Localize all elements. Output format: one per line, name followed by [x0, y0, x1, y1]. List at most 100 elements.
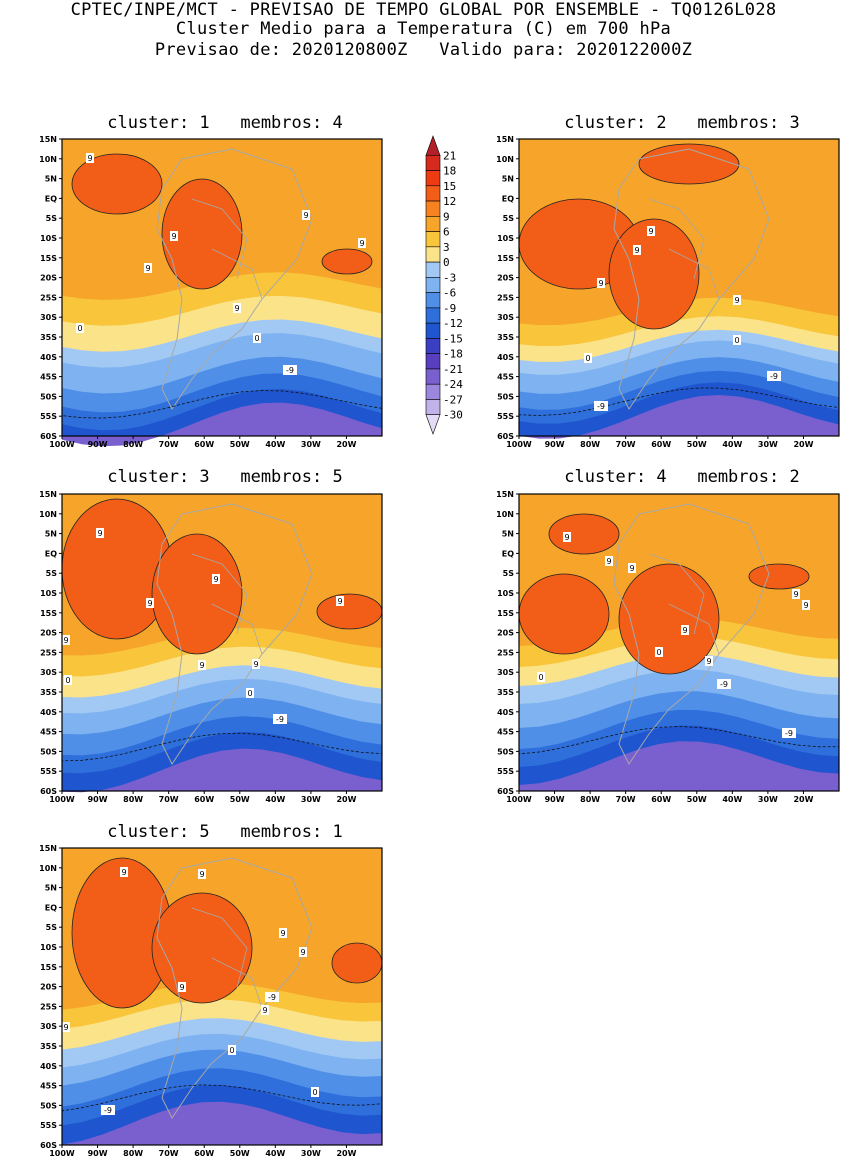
- contour-label: -9: [785, 729, 793, 738]
- contour-label: 9: [63, 1023, 68, 1032]
- lat-tick-label: 55S: [497, 412, 514, 421]
- lat-tick-label: 5N: [45, 884, 57, 893]
- lon-tick-label: 80W: [580, 440, 600, 449]
- contour-label-box: [279, 928, 287, 938]
- contour-label-box: [265, 992, 279, 1002]
- lat-tick-label: 15S: [497, 254, 514, 263]
- lat-tick-label: 5N: [502, 530, 514, 539]
- contour-label: 0: [734, 336, 739, 345]
- lat-tick-label: 45S: [497, 373, 514, 382]
- lat-tick-label: 50S: [40, 747, 57, 756]
- contour-label-box: [336, 596, 344, 606]
- contour-label: 9: [359, 239, 364, 248]
- colorbar-level-label: -6: [443, 287, 456, 300]
- contour-label: 9: [648, 227, 653, 236]
- lat-tick-label: 45S: [497, 728, 514, 737]
- lat-tick-label: EQ: [45, 194, 57, 203]
- lat-tick-label: 50S: [40, 392, 57, 401]
- contour-label-box: [246, 688, 254, 698]
- lat-tick-label: 15N: [496, 490, 514, 499]
- lat-tick-label: 5S: [46, 214, 58, 223]
- contour-label-box: [62, 1022, 70, 1032]
- contour-label: 9: [606, 557, 611, 566]
- lat-tick-label: 60S: [497, 432, 514, 441]
- contour-label-box: [302, 210, 310, 220]
- colorbar-swatch: [425, 185, 441, 202]
- lat-tick-label: 10S: [497, 234, 514, 243]
- colorbar-swatch: [425, 231, 441, 248]
- lat-tick-label: 5N: [45, 175, 57, 184]
- lat-tick-label: 40S: [40, 708, 57, 717]
- lat-tick-label: 55S: [40, 1121, 57, 1130]
- colorbar-swatch: [425, 338, 441, 354]
- contour-label-box: [273, 714, 287, 724]
- contour-label-box: [594, 401, 608, 411]
- lat-tick-label: 40S: [497, 708, 514, 717]
- contour-label: 9: [564, 533, 569, 542]
- contour-label: -9: [597, 402, 605, 411]
- lon-tick-label: 40W: [265, 795, 285, 804]
- panel-title-cluster-1: cluster: 1 membros: 4: [107, 113, 343, 133]
- contour-label-box: [170, 231, 178, 241]
- lon-tick-label: 20W: [793, 795, 813, 804]
- lat-tick-label: 5N: [502, 175, 514, 184]
- lon-tick-label: 40W: [722, 440, 742, 449]
- lat-tick-label: 5S: [503, 569, 515, 578]
- contour-label-box: [647, 226, 655, 236]
- lat-tick-label: 60S: [40, 1141, 57, 1150]
- lat-tick-label: 15S: [40, 609, 57, 618]
- colorbar-level-label: -30: [443, 409, 463, 422]
- lon-tick-label: 50W: [687, 795, 707, 804]
- contour-label-box: [76, 323, 84, 333]
- lat-tick-label: 25S: [497, 648, 514, 657]
- lat-tick-label: 50S: [497, 747, 514, 756]
- lat-tick-label: 35S: [40, 333, 57, 342]
- contour-label: 9: [337, 597, 342, 606]
- lon-tick-label: 50W: [230, 440, 250, 449]
- contour-label-box: [358, 238, 366, 248]
- panel-title-cluster-4: cluster: 4 membros: 2: [564, 467, 800, 487]
- lat-tick-label: 35S: [497, 688, 514, 697]
- colorbar-swatch: [425, 200, 441, 217]
- contour-label-box: [144, 263, 152, 273]
- colorbar-swatch: [425, 307, 441, 324]
- contour-label-box: [537, 672, 545, 682]
- lat-tick-label: EQ: [502, 549, 514, 558]
- contour-label: 9: [199, 661, 204, 670]
- contour-label-box: [563, 532, 571, 542]
- lon-tick-label: 70W: [616, 795, 636, 804]
- contour-label: 9: [253, 660, 258, 669]
- lat-tick-label: 10N: [496, 155, 514, 164]
- colorbar-swatch: [425, 292, 441, 309]
- lat-tick-label: 30S: [40, 668, 57, 677]
- colorbar-level-label: 6: [443, 226, 450, 239]
- contour-label-box: [252, 659, 260, 669]
- contour-label: 9: [734, 296, 739, 305]
- lat-tick-label: 25S: [497, 293, 514, 302]
- contour-label-box: [681, 625, 689, 635]
- colorbar-level-label: 12: [443, 195, 456, 208]
- lon-tick-label: 100W: [49, 440, 75, 449]
- contour-label: 0: [538, 673, 543, 682]
- lat-tick-label: 10S: [40, 234, 57, 243]
- lat-tick-label: 55S: [40, 767, 57, 776]
- lon-tick-label: 100W: [506, 795, 532, 804]
- lon-tick-label: 50W: [230, 1149, 250, 1158]
- lat-tick-label: 5S: [46, 923, 58, 932]
- map-panel-cluster-2: 9 9 9 9 0 0 -9 -9 15N 10N 5N EQ 5S 10S 15S 20S 25S 30S 35S…: [479, 135, 840, 449]
- lat-tick-label: 55S: [40, 412, 57, 421]
- lat-tick-label: 30S: [497, 668, 514, 677]
- lat-tick-label: 10N: [39, 864, 57, 873]
- lon-tick-label: 90W: [88, 795, 108, 804]
- lat-tick-label: EQ: [45, 549, 57, 558]
- lat-tick-label: 60S: [40, 432, 57, 441]
- lat-tick-label: 35S: [40, 688, 57, 697]
- lon-tick-label: 30W: [301, 440, 321, 449]
- lat-tick-label: 10S: [40, 943, 57, 952]
- contour-label: 9: [280, 929, 285, 938]
- contour-label: 9: [303, 211, 308, 220]
- contour-label: 9: [213, 575, 218, 584]
- lat-tick-label: 15S: [40, 963, 57, 972]
- contour-label-box: [597, 278, 605, 288]
- colorbar-level-label: 3: [443, 241, 450, 254]
